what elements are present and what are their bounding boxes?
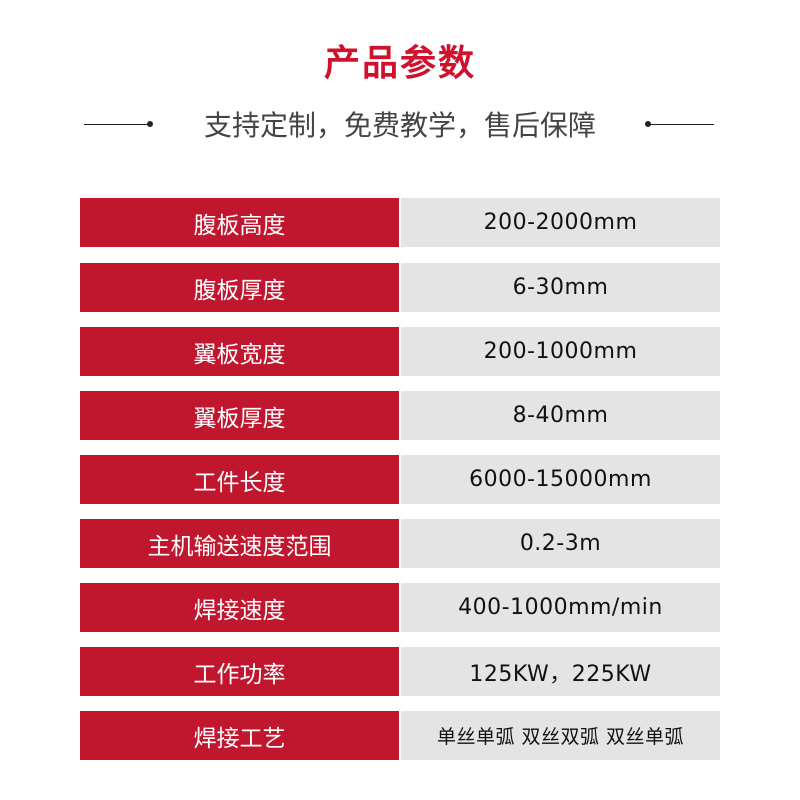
- param-label: 翼板厚度: [80, 391, 399, 440]
- divider-right: [648, 124, 714, 125]
- divider-dot-left: [147, 121, 153, 127]
- table-row: 翼板厚度 8-40mm: [80, 391, 720, 440]
- param-value: 0.2-3m: [401, 519, 720, 568]
- param-label: 主机输送速度范围: [80, 519, 399, 568]
- page-title: 产品参数: [323, 43, 476, 84]
- param-label: 焊接工艺: [80, 711, 399, 760]
- table-row: 主机输送速度范围 0.2-3m: [80, 519, 720, 568]
- param-label: 腹板高度: [80, 198, 399, 247]
- param-label: 腹板厚度: [80, 263, 399, 312]
- param-label: 工件长度: [80, 455, 399, 504]
- table-row: 焊接工艺 单丝单弧 双丝双弧 双丝单弧: [80, 711, 720, 760]
- param-label: 焊接速度: [80, 583, 399, 632]
- table-row: 工件长度 6000-15000mm: [80, 455, 720, 504]
- table-row: 工作功率 125KW，225KW: [80, 647, 720, 696]
- param-label: 工作功率: [80, 647, 399, 696]
- param-label: 翼板宽度: [80, 327, 399, 376]
- param-value: 200-2000mm: [401, 198, 720, 247]
- table-row: 翼板宽度 200-1000mm: [80, 327, 720, 376]
- param-value: 6-30mm: [401, 263, 720, 312]
- param-value: 200-1000mm: [401, 327, 720, 376]
- param-value: 125KW，225KW: [401, 647, 720, 696]
- param-value: 6000-15000mm: [401, 455, 720, 504]
- divider-left: [84, 124, 150, 125]
- param-value: 400-1000mm/min: [401, 583, 720, 632]
- table-row: 腹板厚度 6-30mm: [80, 263, 720, 312]
- table-row: 焊接速度 400-1000mm/min: [80, 583, 720, 632]
- param-value: 单丝单弧 双丝双弧 双丝单弧: [401, 711, 720, 760]
- param-value: 8-40mm: [401, 391, 720, 440]
- page-subtitle: 支持定制，免费教学，售后保障: [203, 109, 596, 142]
- table-row: 腹板高度 200-2000mm: [80, 198, 720, 247]
